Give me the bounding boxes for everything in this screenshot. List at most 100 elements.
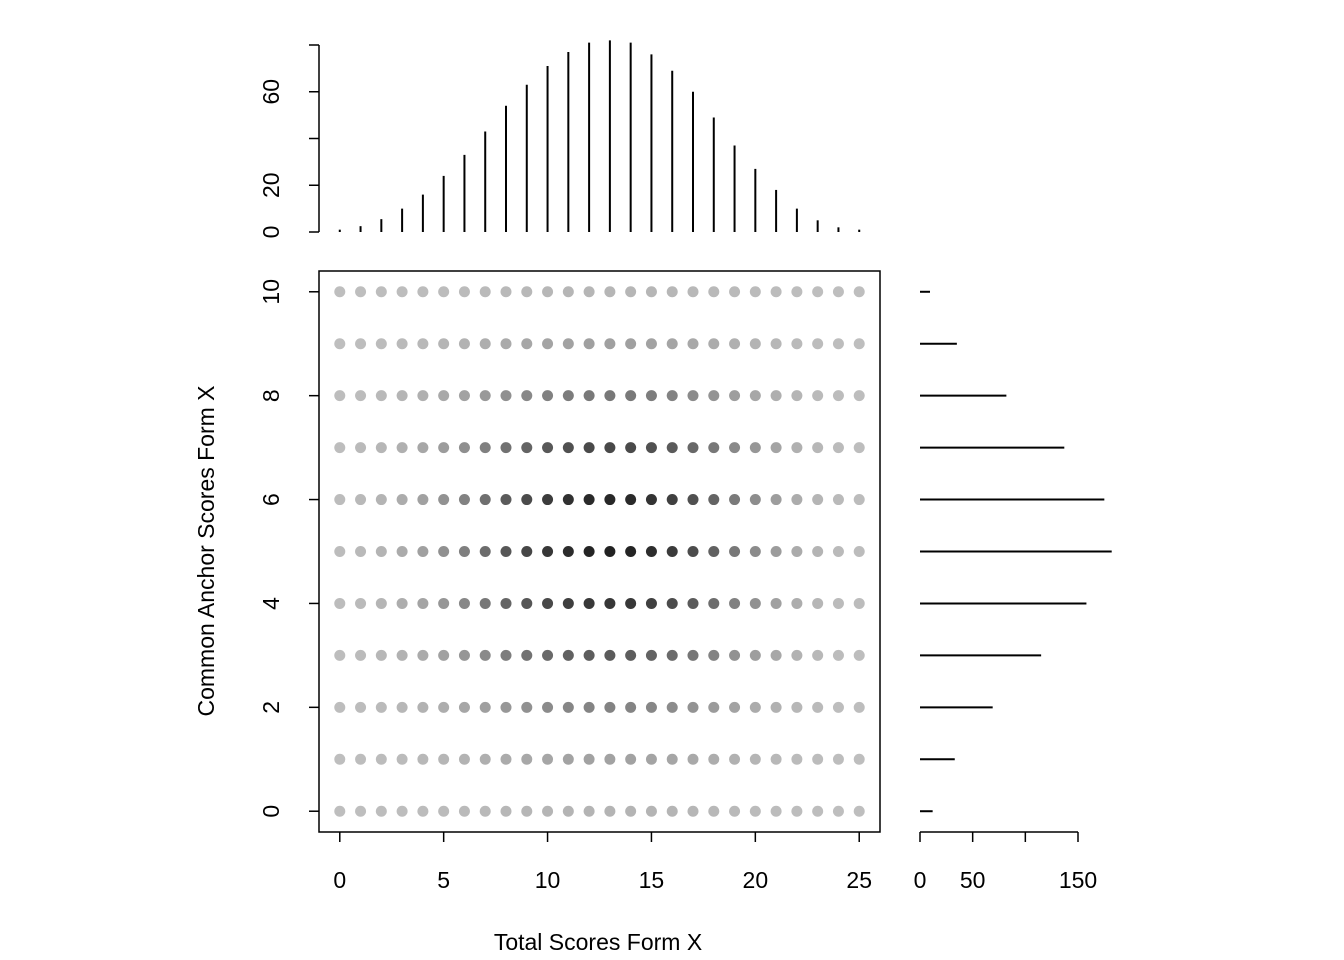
point [687, 338, 699, 350]
point [375, 338, 387, 350]
point [749, 753, 761, 765]
point [521, 286, 533, 298]
point [396, 286, 408, 298]
point [458, 701, 470, 713]
point [334, 390, 346, 402]
point [542, 286, 554, 298]
point [458, 338, 470, 350]
point [749, 286, 761, 298]
point [729, 805, 741, 817]
point [334, 597, 346, 609]
point [812, 546, 824, 557]
point [708, 286, 720, 298]
x-tick-label: 150 [1059, 867, 1097, 893]
point [729, 546, 741, 557]
plot-frame [318, 270, 881, 833]
point [729, 649, 741, 661]
point [334, 753, 346, 765]
point [458, 442, 470, 454]
point [479, 546, 491, 557]
point [749, 546, 761, 557]
point [604, 597, 616, 609]
point [521, 546, 533, 557]
point [770, 597, 782, 609]
point [645, 390, 657, 402]
point [479, 390, 491, 402]
point [645, 753, 657, 765]
point [749, 701, 761, 713]
point [542, 597, 554, 609]
point [417, 286, 429, 298]
point [708, 753, 720, 765]
point [812, 597, 824, 609]
point [396, 753, 408, 765]
point [438, 753, 450, 765]
point [832, 649, 844, 661]
point [417, 494, 429, 506]
point [417, 338, 429, 350]
point [812, 442, 824, 454]
point [604, 286, 616, 298]
point [604, 338, 616, 350]
point [812, 701, 824, 713]
point [562, 338, 574, 350]
point [604, 546, 616, 557]
point [396, 390, 408, 402]
point [355, 597, 367, 609]
point [417, 805, 429, 817]
point [417, 753, 429, 765]
point [708, 442, 720, 454]
point [729, 390, 741, 402]
point [458, 494, 470, 506]
point [832, 753, 844, 765]
point [791, 546, 803, 557]
point [542, 546, 554, 557]
point [583, 286, 595, 298]
point [604, 753, 616, 765]
point [832, 390, 844, 402]
point [853, 286, 865, 298]
point [438, 597, 450, 609]
point [542, 442, 554, 454]
point [542, 494, 554, 506]
point [479, 597, 491, 609]
point [355, 390, 367, 402]
y-tick-label: 10 [258, 279, 284, 305]
point [562, 753, 574, 765]
point [458, 805, 470, 817]
point [853, 701, 865, 713]
point [542, 390, 554, 402]
point [687, 649, 699, 661]
point [729, 442, 741, 454]
point [458, 753, 470, 765]
point [396, 649, 408, 661]
point [729, 701, 741, 713]
point [791, 286, 803, 298]
x-tick-label: 15 [639, 867, 665, 893]
point [625, 805, 637, 817]
point [666, 546, 678, 557]
point [625, 701, 637, 713]
point [500, 649, 512, 661]
point [500, 546, 512, 557]
point [521, 805, 533, 817]
point [542, 805, 554, 817]
point [521, 753, 533, 765]
point [583, 546, 595, 557]
x-tick-label: 50 [960, 867, 986, 893]
point [583, 753, 595, 765]
point [542, 649, 554, 661]
point [853, 805, 865, 817]
point [562, 442, 574, 454]
point [687, 753, 699, 765]
point [853, 546, 865, 557]
x-tick-label: 20 [743, 867, 769, 893]
point [604, 390, 616, 402]
point [375, 597, 387, 609]
point [334, 805, 346, 817]
x-tick-label: 0 [914, 867, 927, 893]
point [583, 701, 595, 713]
y-tick-label: 60 [258, 79, 284, 105]
point [562, 546, 574, 557]
